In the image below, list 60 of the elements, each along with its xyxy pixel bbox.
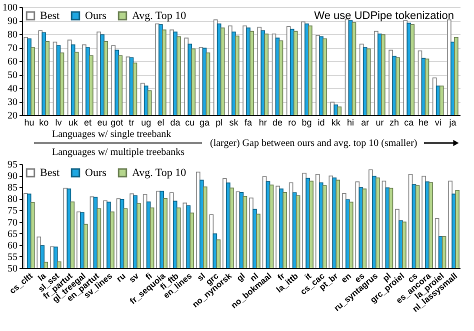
x-tick-label: da — [170, 118, 180, 128]
y-tick-label: 40 — [8, 84, 18, 94]
text: (larger) Gap between ours and avg. top 10 (smaller) — [210, 138, 418, 149]
x-tick-label: ca — [404, 118, 414, 128]
y-tick-label: 100 — [2, 2, 18, 14]
x-tick-label: id — [318, 118, 325, 128]
x-tick-label: ar — [361, 118, 370, 128]
x-tick-label: hi — [346, 118, 354, 128]
x-tick-label: ro — [288, 118, 296, 128]
x-tick-label: hr — [258, 118, 267, 128]
x-tick-label: vi — [434, 118, 442, 128]
y-tick-label: 60 — [8, 56, 18, 68]
y-tick-label: 20 — [8, 110, 18, 122]
x-tick-label: el — [157, 118, 164, 128]
x-tick-label: et — [84, 118, 92, 128]
x-tick-label: eu — [97, 118, 108, 128]
y-tick-label: 80 — [8, 30, 18, 40]
x-tick-label: ga — [199, 118, 210, 128]
annotation: We use UDPipe tokenization — [314, 10, 454, 22]
y-tick-label: 75 — [8, 206, 18, 217]
x-tick-label: bg — [302, 118, 312, 128]
x-tick-label: he — [418, 118, 429, 128]
x-tick-label: got — [110, 118, 124, 128]
y-tick-label: 30 — [8, 97, 18, 108]
y-tick-label: 95 — [8, 160, 18, 170]
x-tick-label: de — [272, 118, 283, 128]
x-tick-label: ug — [141, 118, 152, 128]
x-tick-label: ko — [39, 118, 49, 128]
x-tick-label: lv — [55, 118, 62, 128]
y-tick-label: 70 — [8, 217, 18, 228]
legend-label: Best — [40, 10, 60, 22]
x-tick-label: zh — [390, 118, 400, 128]
legend-label: Ours — [85, 10, 106, 22]
y-tick-label: 55 — [8, 252, 18, 263]
x-tick-label: pl — [216, 118, 223, 128]
text: Languages w/ multiple treebanks — [52, 147, 185, 158]
x-tick-label: tr — [128, 118, 134, 128]
x-tick-label: fa — [244, 118, 252, 128]
x-tick-label: sk — [229, 118, 239, 128]
x-tick-label: kk — [331, 118, 341, 128]
x-tick-label: ur — [376, 118, 384, 128]
y-tick-label: 50 — [8, 264, 18, 274]
legend-label: Avg. Top 10 — [132, 10, 187, 22]
x-tick-label: hu — [24, 118, 34, 128]
y-tick-label: 50 — [8, 70, 18, 81]
legend-label: Best — [40, 166, 60, 179]
legend-label: Avg. Top 10 — [132, 166, 187, 179]
y-tick-label: 60 — [8, 240, 18, 252]
x-tick-label: ru — [114, 270, 128, 284]
legend-label: Ours — [85, 166, 106, 179]
y-tick-label: 90 — [8, 16, 18, 27]
y-tick-label: 85 — [8, 182, 18, 194]
y-tick-label: 90 — [8, 171, 18, 182]
x-tick-label: cu — [185, 118, 195, 128]
y-tick-label: 65 — [8, 228, 18, 240]
y-tick-label: 80 — [8, 194, 18, 206]
text: Languages w/ single treebank — [52, 129, 172, 140]
x-tick-label: ja — [448, 118, 456, 128]
y-tick-label: 70 — [8, 43, 18, 54]
x-tick-label: uk — [68, 118, 78, 128]
